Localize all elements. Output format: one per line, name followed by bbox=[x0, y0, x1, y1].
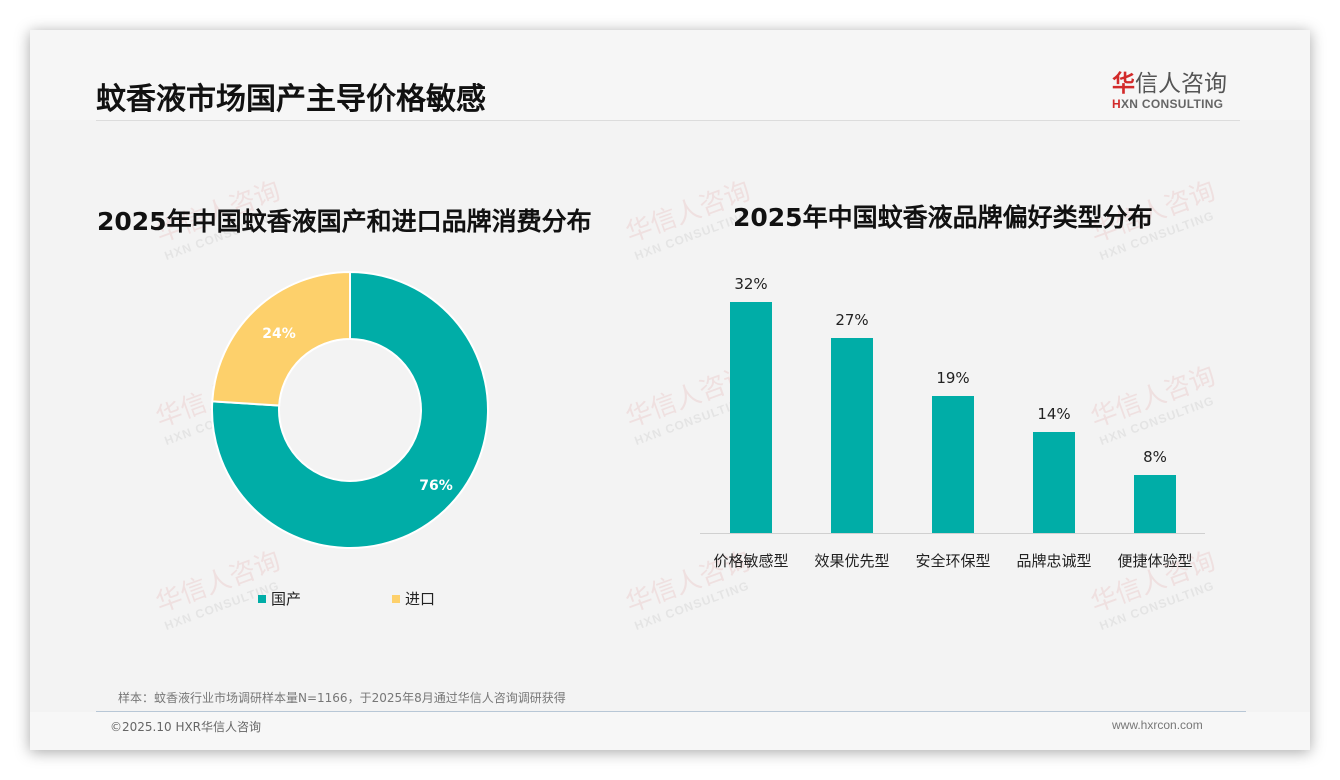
title-divider bbox=[96, 120, 1240, 121]
logo-cn-accent: 华 bbox=[1112, 71, 1135, 97]
brand-logo: 华信人咨询 HXN CONSULTING bbox=[1112, 64, 1242, 111]
bar-2 bbox=[831, 338, 873, 533]
logo-en-rest: XN CONSULTING bbox=[1120, 97, 1224, 111]
footer-divider bbox=[96, 711, 1246, 712]
donut-label-domestic: 76% bbox=[419, 478, 453, 494]
logo-en-accent: H bbox=[1112, 97, 1121, 111]
logo-en: HXN CONSULTING bbox=[1112, 97, 1242, 111]
bar-category-label: 安全环保型 bbox=[915, 552, 991, 570]
legend-swatch-domestic bbox=[258, 594, 266, 603]
bar-3 bbox=[932, 395, 974, 533]
slide-card: 蚊香液市场国产主导价格敏感 华信人咨询 HXN CONSULTING 华信人咨询… bbox=[30, 30, 1310, 750]
header-band bbox=[30, 30, 1310, 120]
logo-cn-rest: 信人咨询 bbox=[1135, 71, 1227, 97]
bar-4 bbox=[1033, 431, 1075, 533]
footer-band bbox=[30, 712, 1310, 750]
bar-category-label: 价格敏感型 bbox=[713, 552, 789, 570]
bar-1 bbox=[730, 302, 772, 533]
bar-value-label: 8% bbox=[1143, 448, 1167, 467]
page-title: 蚊香液市场国产主导价格敏感 bbox=[96, 82, 486, 117]
copyright-text: ©2025.10 HXR华信人咨询 bbox=[110, 720, 262, 734]
donut-slice-imported bbox=[211, 270, 351, 407]
bar-value-label: 19% bbox=[936, 368, 970, 387]
logo-cn: 华信人咨询 bbox=[1112, 64, 1242, 98]
bar-chart-title: 2025年中国蚊香液品牌偏好类型分布 bbox=[733, 203, 1153, 232]
bar-value-label: 32% bbox=[734, 275, 768, 293]
bar-value-label: 27% bbox=[835, 311, 869, 330]
bar-5 bbox=[1134, 475, 1176, 533]
donut-slice-domestic bbox=[211, 270, 489, 549]
website-link[interactable]: www.hxrcon.com bbox=[1112, 718, 1203, 732]
x-axis-line bbox=[700, 533, 1205, 534]
donut-label-imported: 24% bbox=[262, 326, 296, 342]
bar-category-label: 效果优先型 bbox=[814, 552, 890, 570]
legend-label-imported: 进口 bbox=[405, 590, 436, 608]
legend-swatch-imported bbox=[392, 594, 400, 603]
bar-value-label: 14% bbox=[1037, 404, 1071, 423]
donut-chart: 76% 24% bbox=[211, 270, 489, 549]
bar-category-label: 便捷体验型 bbox=[1117, 552, 1193, 570]
bar-chart: 32% 价格敏感型 27% 效果优先型 19% 安全环保型 14% 品牌忠诚型 8% 便捷体验型 bbox=[700, 270, 1205, 570]
legend-item-domestic: 国产 bbox=[258, 588, 301, 609]
legend-item-imported: 进口 bbox=[392, 588, 435, 609]
legend-label-domestic: 国产 bbox=[271, 590, 302, 608]
donut-chart-title: 2025年中国蚊香液国产和进口品牌消费分布 bbox=[97, 207, 592, 236]
sample-footnote: 样本：蚊香液行业市场调研样本量N=1166，于2025年8月通过华信人咨询调研获… bbox=[118, 691, 566, 705]
bar-category-label: 品牌忠诚型 bbox=[1016, 552, 1092, 570]
